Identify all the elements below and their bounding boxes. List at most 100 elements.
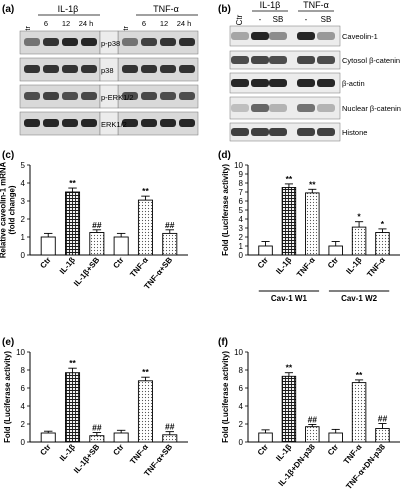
bar [328,432,343,443]
x-tick-label: IL-1β+SB [72,255,101,288]
y-tick-label: 2 [21,215,26,224]
y-tick-label: 8 [239,179,244,188]
blot-band [24,65,40,73]
bar [351,382,367,443]
x-tick-label: TNF-α [365,255,387,279]
blot-band [160,38,176,46]
y-tick-label: 8 [239,366,244,375]
x-tick-label: Ctr [326,443,340,458]
bar [162,232,178,256]
blot-band [231,104,249,112]
significance-label: ** [69,178,76,188]
blot-band [43,65,59,73]
blot-band [251,32,269,40]
blot-band [317,32,335,40]
blot-band [122,38,138,46]
blot-band [317,56,335,64]
blot-row-label: ERK1/2 [101,120,127,129]
blot-band [269,32,287,40]
blot-band [141,119,157,127]
y-tick-label: 0 [239,251,244,260]
significance-label: ** [309,179,316,189]
panel-letter-b: (b) [218,4,231,15]
blot-band [231,128,249,136]
y-axis-label: Fold (Luciferase activity) [221,351,230,443]
blot-group-label: IL-1β [260,0,281,10]
y-tick-label: 1 [21,233,26,242]
bar-chart-f: (f) 0 2 4 6 8 10 Fold (Luciferase activity) Ctr *… [218,337,400,491]
lane-label: 24 h [177,19,192,28]
panel-letter: (f) [218,337,228,348]
x-tick-label: Ctr [256,443,270,458]
blot-band [317,79,335,87]
blot-band [297,56,315,64]
blot-band [122,92,138,100]
x-tick-label: Ctr [111,443,125,458]
significance-label: * [357,212,361,222]
blot-band [24,38,40,46]
panel-letter: (c) [2,150,14,161]
y-tick-label: 3 [21,197,26,206]
bar [305,192,320,256]
blot-group-label: TNF-α [153,4,179,14]
blot-band [179,119,195,127]
lane-label: 12 [160,19,168,28]
blot-row-label: p38 [101,66,114,75]
blot-band [231,32,249,40]
bar [137,199,153,256]
x-tick-label: TNF-α [342,442,364,466]
blot-band [317,104,335,112]
y-tick-label: 4 [21,179,26,188]
blot-band [160,65,176,73]
y-tick-label: 2 [21,420,26,429]
blot-band [179,92,195,100]
y-tick-label: 6 [21,384,26,393]
y-axis-label: Relative caveolin-1 mRNA(fold change) [0,162,16,259]
blot-band [231,56,249,64]
y-tick-label: 0 [21,438,26,447]
x-tick-label: Ctr [111,256,125,271]
bar [137,380,153,443]
y-tick-label: 4 [21,402,26,411]
blot-row-label: Nuclear β-catenin [342,104,401,113]
y-tick-label: 2 [239,420,244,429]
y-axis-label: Fold (Luciferase activity) [3,351,12,443]
y-tick-label: 8 [21,366,26,375]
blot-band [81,38,97,46]
lane-label: 6 [44,19,48,28]
bar [89,435,105,443]
blot-band [122,119,138,127]
bar [113,236,129,256]
y-tick-label: 0 [239,438,244,447]
lane-label: SB [273,15,284,24]
blot-band [251,128,269,136]
y-tick-label: 4 [239,215,244,224]
panel-letter: (d) [218,150,231,161]
significance-label: ** [286,363,293,373]
x-tick-label: TNF-α [128,442,150,466]
blot-band [43,38,59,46]
bar [40,236,56,256]
blot-band [231,79,249,87]
bar [328,245,343,256]
blot-band [43,92,59,100]
x-tick-label: IL-1β [274,442,293,463]
y-tick-label: 10 [234,161,243,170]
blot-band [81,92,97,100]
bar [258,245,273,256]
lane-label: 12 [62,19,70,28]
x-tick-label: IL-1β [274,255,293,276]
bar [351,226,367,256]
blot-band [269,128,287,136]
blot-band [179,38,195,46]
y-axis-label: Fold (Luciferase activity) [221,164,230,256]
blot-band [269,79,287,87]
blot-band [62,65,78,73]
significance-label: ** [69,358,76,368]
y-tick-label: 9 [239,170,244,179]
blot-band [297,128,315,136]
x-tick-label: Ctr [256,256,270,271]
significance-label: ## [378,414,388,424]
blot-band [269,104,287,112]
